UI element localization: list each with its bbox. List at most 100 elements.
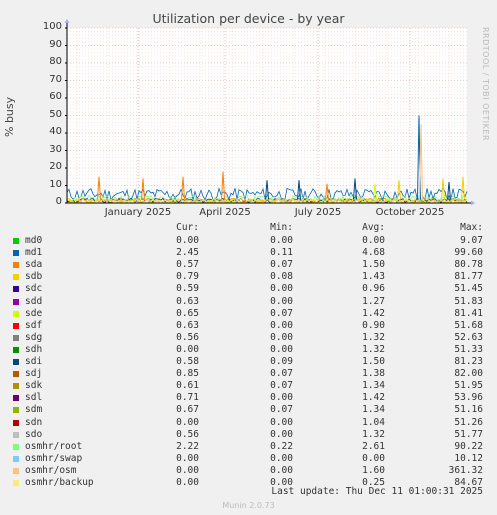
legend-min: 0.00 [270,319,293,331]
legend-name: osmhr/root [25,440,83,452]
legend-min: 0.00 [270,464,293,476]
legend-avg: 0.00 [362,452,385,464]
legend-row: sdc 0.59 0.00 0.96 51.45 [0,283,497,296]
legend-min: 0.11 [270,247,293,259]
legend-min: 0.00 [270,331,293,343]
legend-avg: 1.34 [362,380,385,392]
legend-min: 0.00 [270,235,293,246]
y-tick-label: 0 [55,196,62,207]
legend-avg: 1.27 [362,295,385,307]
legend-row: osmhr/root 2.22 0.22 2.61 90.22 [0,441,497,454]
munin-version: Munin 2.0.73 [222,501,275,510]
y-tick-label: 90 [49,38,62,50]
y-axis-label: % busy [3,96,16,137]
legend-max: 51.83 [454,295,483,307]
x-tick-label: January 2025 [104,207,172,218]
y-tick-label: 100 [42,21,62,32]
legend-min: 0.00 [270,477,293,488]
legend-name: sdk [25,380,43,392]
legend-swatch [13,359,19,365]
legend-min: 0.00 [270,343,293,355]
legend-min: 0.00 [270,416,293,428]
legend-min: 0.00 [270,392,293,404]
series-spike [447,181,451,200]
last-update: Last update: Thu Dec 11 01:00:31 2025 [271,486,483,497]
legend-name: sdn [25,416,43,428]
header-min: Min: [270,222,293,233]
legend-swatch [13,419,19,426]
legend-name: osmhr/swap [25,452,83,464]
legend-row: md0 0.00 0.00 0.00 9.07 [0,235,497,248]
legend-swatch [13,407,19,414]
legend-row: osmhr/swap 0.00 0.00 0.00 10.12 [0,453,497,466]
legend-name: sde [25,307,43,319]
legend-max: 361.32 [448,464,483,476]
legend-swatch [13,238,19,244]
legend-swatch [13,395,19,402]
legend-cur: 0.59 [176,283,199,295]
legend-max: 81.23 [454,356,483,367]
legend-cur: 0.79 [176,271,199,283]
legend-avg: 4.68 [362,247,385,259]
legend-swatch [13,431,19,438]
legend-min: 0.00 [270,295,293,307]
legend-min: 0.00 [270,452,293,464]
legend-min: 0.07 [270,380,293,392]
legend-row: osmhr/osm 0.00 0.00 1.60 361.32 [0,465,497,478]
legend-swatch [13,286,19,293]
legend-swatch [13,383,19,390]
y-tick-label: 40 [49,126,62,137]
legend-swatch [13,274,19,281]
chart-title: Utilization per device - by year [152,11,345,26]
legend-swatch [13,262,19,269]
header-max: Max: [460,222,483,233]
legend-max: 84.67 [454,477,483,488]
legend-max: 80.78 [454,259,483,271]
legend-avg: 1.32 [362,428,385,440]
legend-swatch [13,298,19,305]
legend-name: sdf [25,319,43,331]
legend-avg: 1.42 [362,392,385,404]
legend-row: sdg 0.56 0.00 1.32 52.63 [0,332,497,345]
rrdtool-credit: RRDTOOL / TOBI OETIKER [481,27,490,142]
series-spike [265,180,269,200]
legend-name: sdd [25,295,43,307]
legend-min: 0.07 [270,404,293,416]
legend-cur: 2.45 [176,247,199,259]
legend-min: 0.09 [270,356,293,367]
series-spike [397,180,401,200]
legend-name: osmhr/osm [25,464,77,476]
legend-name: sdg [25,331,43,343]
legend-cur: 0.00 [176,477,199,488]
legend-avg: 0.96 [362,283,385,295]
y-tick-label: 60 [49,91,62,102]
series-spike [181,176,185,200]
y-tick-label: 80 [49,56,62,67]
legend-cur: 0.63 [176,319,199,331]
legend-cur: 0.00 [176,235,199,246]
legend-row: sdo 0.56 0.00 1.32 51.77 [0,429,497,442]
series-spike [325,183,329,200]
legend-max: 81.77 [454,271,483,283]
legend-avg: 1.32 [362,343,385,355]
legend-swatch [13,334,19,341]
legend-row: sdi 0.58 0.09 1.50 81.23 [0,356,497,369]
legend-max: 51.77 [454,428,483,440]
legend-name: sdo [25,428,43,440]
x-tick-label: April 2025 [199,207,251,218]
legend-cur: 0.85 [176,368,199,380]
series-line [66,197,468,204]
legend-swatch [13,443,19,450]
legend-swatch [13,480,19,486]
legend-header: Cur: Min: Avg: Max: [0,222,497,235]
legend-max: 9.07 [460,235,483,246]
legend-cur: 0.56 [176,428,199,440]
legend-min: 0.00 [270,283,293,295]
series-spike [441,178,445,200]
legend-cur: 0.63 [176,295,199,307]
x-tick-label: October 2025 [375,207,445,218]
legend-avg: 1.50 [362,356,385,367]
legend-avg: 1.32 [362,331,385,343]
legend-swatch [13,322,19,329]
y-tick-label: 70 [49,73,62,85]
